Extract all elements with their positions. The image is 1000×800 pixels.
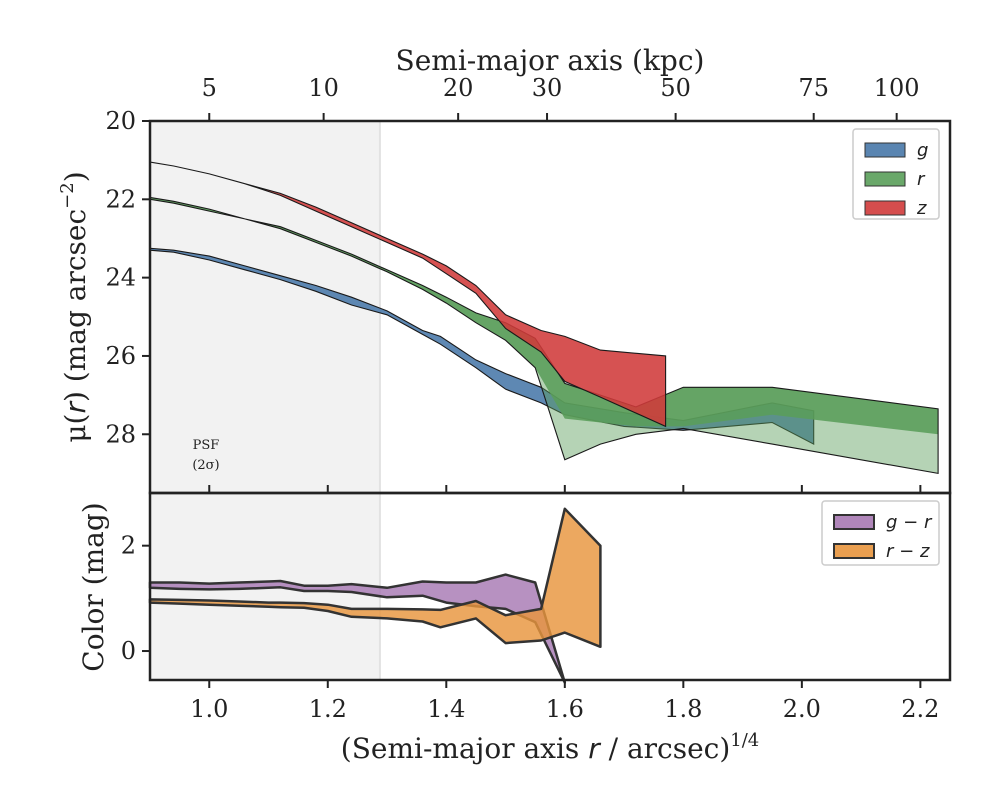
legend-label-part: r	[886, 541, 895, 562]
legend-label-g: g	[917, 140, 928, 161]
top-y-tick-label: 22	[105, 185, 136, 213]
top-tick-label: 100	[874, 74, 920, 102]
legend-label-z: z	[916, 198, 927, 219]
surface-brightness-series	[149, 161, 939, 475]
legend-label-part: g	[886, 512, 897, 533]
legend-label-part: z	[919, 541, 930, 562]
top-y-title-part1: μ(	[59, 414, 92, 443]
top-tick-label: 30	[532, 74, 563, 102]
band-z	[150, 162, 666, 427]
legend-label-g-r: g − r	[886, 512, 933, 533]
legend-label-r: r	[917, 169, 926, 190]
x-tick-label: 1.6	[546, 695, 584, 723]
x-axis-title-var: r	[588, 732, 601, 765]
band-r	[150, 197, 939, 435]
legend-swatch-r-z	[833, 543, 875, 559]
top-y-tick-label: 26	[105, 342, 136, 370]
band-outline-g	[149, 247, 815, 446]
legend-label-part: r	[924, 512, 933, 533]
psf-note-line1: PSF	[193, 438, 220, 453]
legend-label-part: −	[897, 512, 924, 533]
top-axis-title: Semi-major axis (kpc)	[396, 44, 705, 77]
legend-label-r-z: r − z	[886, 541, 930, 562]
legend-swatch-z	[864, 200, 906, 216]
top-y-title-part3: )	[59, 171, 92, 182]
legend-swatch-r	[864, 171, 906, 187]
x-axis-title-part1: (Semi-major axis	[341, 732, 588, 765]
band-outline-r	[149, 196, 939, 475]
top-y-axis-title: μ(r) (mag arcsec−2)	[57, 171, 92, 442]
legend-swatch-g-r	[833, 514, 875, 530]
axis-ticks: 1.0 1.2 1.4 1.6 1.8 2.0 2.25 10 20 30 50 75 10020222…	[105, 74, 939, 723]
psf-note-line2: (2σ)	[192, 458, 219, 473]
top-tick-label: 50	[660, 74, 691, 102]
band-g-r	[148, 573, 567, 684]
band-r-z	[148, 507, 602, 649]
x-axis-title: (Semi-major axis r / arcsec)1/4	[341, 730, 759, 765]
x-axis-title-part2: / arcsec)	[600, 732, 731, 765]
top-tick-label: 10	[308, 74, 339, 102]
top-y-title-part2: ) (mag arcsec	[59, 209, 92, 402]
color-legend: g − rr − z	[821, 500, 940, 566]
top-tick-label: 5	[202, 74, 217, 102]
legend-label-part: −	[893, 541, 920, 562]
top-tick-label: 20	[443, 74, 474, 102]
top-y-tick-label: 28	[105, 420, 136, 448]
top-y-title-exponent: −2	[57, 182, 78, 209]
bottom-y-axis-title: Color (mag)	[77, 502, 110, 671]
bottom-y-tick-label: 2	[121, 532, 136, 560]
surface-brightness-legend: grz	[852, 128, 940, 220]
x-tick-label: 1.2	[309, 695, 347, 723]
top-y-tick-label: 20	[105, 107, 136, 135]
color-series	[148, 507, 602, 684]
x-tick-label: 2.0	[783, 695, 821, 723]
top-y-tick-label: 24	[105, 264, 136, 292]
x-tick-label: 1.4	[427, 695, 465, 723]
x-tick-label: 1.0	[190, 695, 228, 723]
band-outline-z	[149, 161, 667, 428]
x-axis-title-exponent: 1/4	[730, 730, 759, 751]
bottom-panel-frame	[148, 491, 952, 682]
legend-swatch-g	[864, 142, 906, 158]
top-tick-label: 75	[798, 74, 829, 102]
x-tick-label: 1.8	[664, 695, 702, 723]
bottom-y-tick-label: 0	[121, 637, 136, 665]
x-tick-label: 2.2	[901, 695, 939, 723]
top-y-title-var: r	[59, 401, 92, 414]
